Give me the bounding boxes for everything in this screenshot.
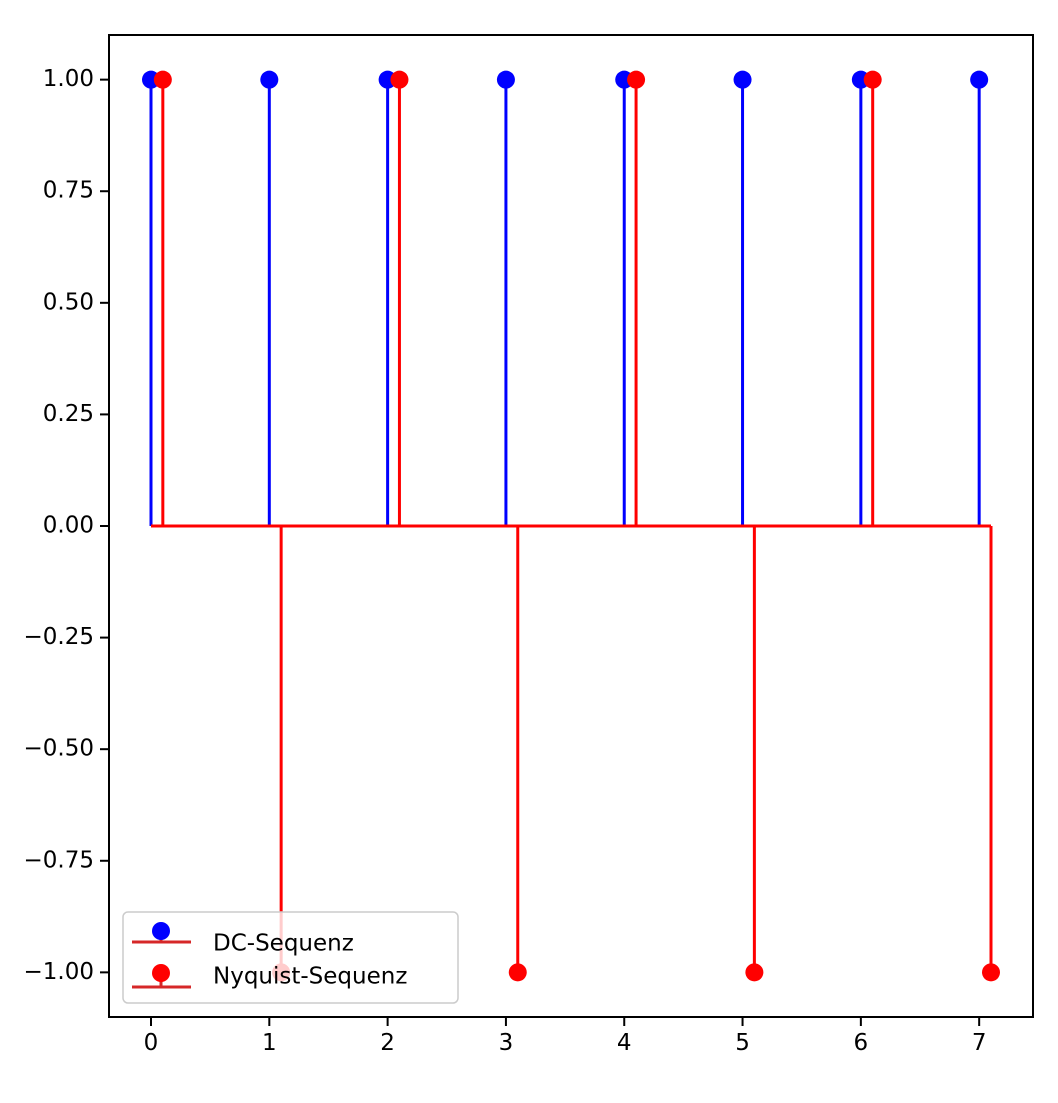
plot-frame [108, 34, 1034, 1018]
y-tick-label: −0.75 [24, 847, 94, 873]
y-tick-label: 0.50 [43, 289, 94, 315]
stem-marker-series-1 [863, 70, 882, 89]
y-tick-label: 0.00 [43, 513, 94, 539]
y-tick-label: 1.00 [43, 66, 94, 92]
stem-marker-series-0 [260, 70, 279, 89]
y-tick-label: −0.50 [24, 736, 94, 762]
x-tick-label: 1 [262, 1030, 277, 1056]
legend-box [122, 911, 459, 1004]
x-tick-label: 5 [735, 1030, 750, 1056]
stem-marker-series-1 [982, 963, 1000, 982]
stem-marker-series-1 [627, 70, 646, 89]
y-axis-ticks: 1.00 0.75 0.50 0.25 0.00 −0.25 −0.50 −0.75 −1.00 [24, 66, 109, 985]
y-tick-label: −1.00 [24, 959, 94, 985]
x-tick-label: 0 [144, 1030, 159, 1056]
x-tick-label: 2 [380, 1030, 395, 1056]
stem-marker-series-1 [745, 963, 764, 982]
legend-nyquist-marker [152, 964, 170, 982]
stem-marker-series-1 [153, 70, 172, 89]
x-tick-label: 6 [854, 1030, 869, 1056]
x-tick-label: 3 [499, 1030, 514, 1056]
x-tick-label: 7 [972, 1030, 987, 1056]
y-tick-label: 0.25 [43, 401, 94, 427]
stem-marker-series-0 [496, 70, 515, 89]
legend-dc-marker [152, 922, 170, 940]
x-axis-ticks: 0 1 2 3 4 5 6 7 [144, 1017, 987, 1056]
stem-marker-series-1 [390, 70, 409, 89]
x-tick-label: 4 [617, 1030, 632, 1056]
stem-marker-series-0 [733, 70, 752, 89]
legend-entry-dc: DC-Sequenz [132, 922, 354, 957]
y-tick-label: −0.25 [24, 624, 94, 650]
legend-nyquist-label: Nyquist-Sequenz [213, 964, 407, 990]
stem-marker-series-0 [970, 70, 989, 89]
legend-entry-nyquist: Nyquist-Sequenz [132, 964, 407, 990]
legend-dc-label: DC-Sequenz [213, 931, 354, 957]
y-tick-label: 0.75 [43, 178, 94, 204]
stem-marker-series-1 [508, 963, 527, 982]
stem-lines [149, 79, 993, 973]
legend: DC-Sequenz Nyquist-Sequenz [122, 911, 459, 1004]
